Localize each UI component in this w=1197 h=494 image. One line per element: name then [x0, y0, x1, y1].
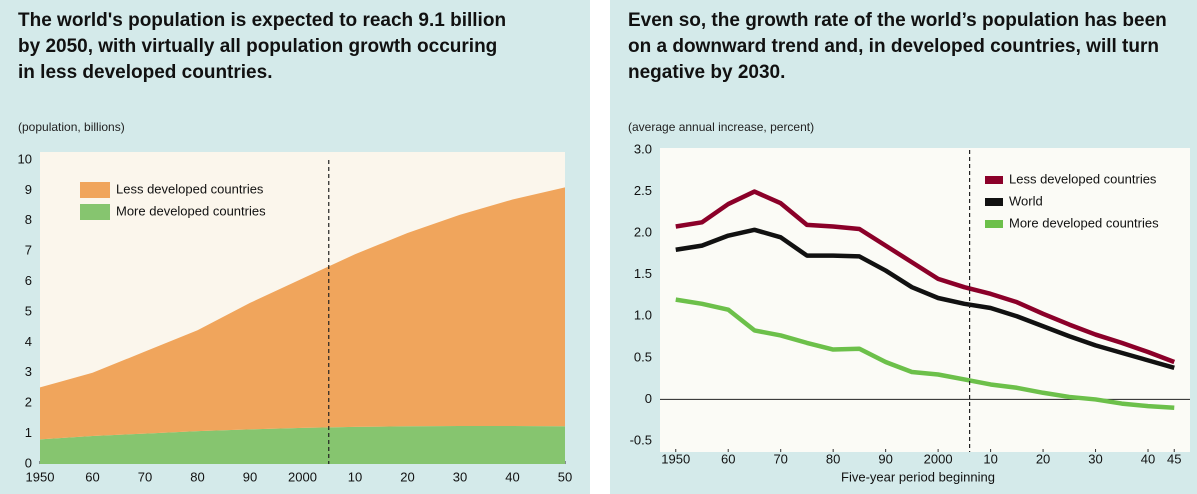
y-tick-label: 2.5 [634, 183, 652, 198]
y-tick-label: 0.5 [634, 349, 652, 364]
y-tick-label: 9 [25, 182, 32, 197]
y-tick-label: 4 [25, 334, 32, 349]
x-tick-label: 90 [878, 451, 892, 466]
legend-label: Less developed countries [1009, 171, 1157, 186]
x-tick-label: 60 [85, 469, 99, 484]
x-tick-label: 60 [721, 451, 735, 466]
area [40, 187, 565, 440]
y-tick-label: -0.5 [630, 432, 652, 447]
right-title: Even so, the growth rate of the world’s … [628, 10, 1167, 83]
x-tick-label: 40 [1141, 451, 1155, 466]
x-tick-label: 20 [1036, 451, 1050, 466]
x-tick-label: 40 [505, 469, 519, 484]
x-tick-label: 30 [1088, 451, 1102, 466]
x-tick-label: 2000 [288, 469, 317, 484]
right-subtitle: (average annual increase, percent) [628, 120, 815, 134]
legend-swatch [985, 220, 1003, 228]
legend-swatch [985, 176, 1003, 184]
y-tick-label: 0 [645, 391, 652, 406]
y-tick-label: 1 [25, 425, 32, 440]
y-tick-label: 3.0 [634, 141, 652, 156]
x-tick-label: 45 [1167, 451, 1181, 466]
legend-label: Less developed countries [116, 181, 264, 196]
legend-label: World [1009, 193, 1043, 208]
x-tick-label: 90 [243, 469, 257, 484]
right-plot-bg [660, 148, 1190, 452]
y-tick-label: 1.5 [634, 266, 652, 281]
y-tick-label: 0 [25, 455, 32, 470]
x-tick-label: 2000 [924, 451, 953, 466]
y-tick-label: 1.0 [634, 308, 652, 323]
x-tick-label: 70 [138, 469, 152, 484]
y-tick-label: 2.0 [634, 225, 652, 240]
legend-label: More developed countries [116, 203, 266, 218]
line [675, 227, 1175, 370]
x-tick-label: 70 [773, 451, 787, 466]
y-tick-label: 5 [25, 303, 32, 318]
x-tick-label: 1950 [661, 451, 690, 466]
y-tick-label: 6 [25, 273, 32, 288]
left-title: The world's population is expected to re… [18, 10, 507, 83]
left-subtitle: (population, billions) [18, 120, 125, 134]
y-tick-label: 7 [25, 243, 32, 258]
y-tick-label: 8 [25, 212, 32, 227]
x-tick-label: 1950 [26, 469, 55, 484]
legend-swatch [985, 198, 1003, 206]
x-tick-label: 20 [400, 469, 414, 484]
y-tick-label: 2 [25, 395, 32, 410]
y-tick-label: 10 [18, 151, 32, 166]
legend-swatch [80, 204, 110, 220]
legend-label: More developed countries [1009, 215, 1159, 230]
x-tick-label: 10 [348, 469, 362, 484]
line [675, 189, 1176, 365]
x-tick-label: 30 [453, 469, 467, 484]
x-tick-label: 50 [558, 469, 572, 484]
x-tick-label: 10 [983, 451, 997, 466]
line [675, 297, 1175, 410]
x-axis-label: Five-year period beginning [841, 469, 995, 484]
x-tick-label: 80 [826, 451, 840, 466]
legend-swatch [80, 182, 110, 198]
area [40, 426, 565, 464]
y-tick-label: 3 [25, 364, 32, 379]
x-tick-label: 80 [190, 469, 204, 484]
